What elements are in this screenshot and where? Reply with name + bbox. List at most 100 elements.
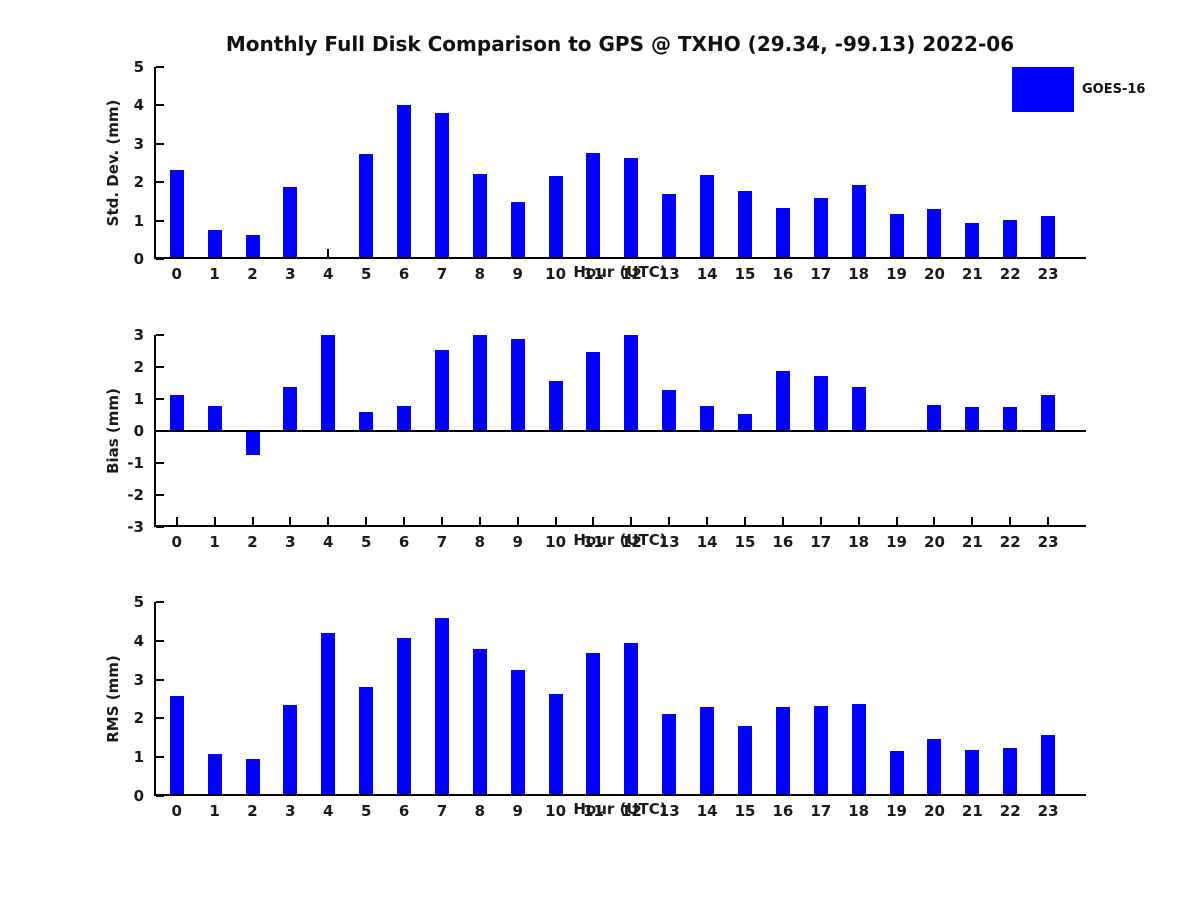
x-tick-label: 5 [360,533,372,551]
x-tick-label: 2 [247,802,258,820]
x-tick-label: 12 [620,802,642,820]
x-tick-label: 14 [696,802,718,820]
legend-swatch-goes16 [1012,67,1074,112]
x-tick [175,517,178,525]
x-tick-label: 18 [848,265,870,283]
x-tick-label: 5 [360,802,372,820]
x-tick-label: 10 [545,265,567,283]
x-tick-label: 19 [886,533,907,551]
x-tick-label: 3 [285,802,296,820]
x-tick [1009,517,1012,525]
y-tick-label: 2 [133,358,144,376]
std-dev-y-axis-label: Std. Dev. (mm) [104,99,122,227]
x-tick [365,517,368,525]
x-tick-label: 9 [512,265,523,283]
bar-hour-21 [965,222,980,259]
std-dev-x-axis-label: Hour (UTC) [573,263,667,281]
bar-hour-20 [927,209,942,259]
bar-hour-14 [700,706,715,796]
x-tick-label: 3 [285,533,296,551]
x-tick-label: 11 [583,533,604,551]
bar-hour-22 [1003,747,1018,796]
bar-hour-16 [775,371,790,431]
bar-hour-2 [245,432,260,456]
x-tick [516,517,519,525]
x-tick [554,517,557,525]
bar-hour-21 [965,407,980,431]
rms-chart: RMS (mm) 0 1 2 3 4 5 0 1 2 3 4 5 6 7 8 9 10 11 12 13 14 15 16 1… [104,593,1086,820]
y-tick-label: 0 [133,787,144,805]
x-tick-label: 6 [398,533,410,551]
bar-hour-14 [700,174,715,259]
x-tick-label: 22 [999,533,1021,551]
x-tick-label: 10 [545,802,567,820]
y-tick-label: 0 [133,422,144,440]
y-tick-label: 3 [133,326,144,344]
x-tick-label: 9 [512,802,523,820]
y-tick [156,366,164,368]
x-tick [289,517,292,525]
x-tick-label: 5 [360,265,372,283]
x-tick [857,517,860,525]
x-tick-label: 13 [658,533,680,551]
y-tick-label: 4 [133,631,144,650]
y-tick [156,258,164,260]
bar-hour-0 [169,394,184,431]
y-tick [156,494,164,496]
bar-hour-13 [662,193,677,259]
y-tick-label: 0 [133,250,144,268]
x-tick [744,517,747,525]
y-tick-label: 2 [133,709,144,728]
x-tick-label: 0 [171,265,182,283]
y-tick [156,462,164,464]
x-tick [478,517,481,525]
bar-hour-1 [207,230,222,259]
x-tick-label: 16 [772,265,794,283]
rms-y-axis-label: RMS (mm) [104,655,122,743]
x-tick [895,517,898,525]
x-tick-label: 20 [924,533,945,551]
bar-hour-5 [359,412,374,431]
bar-hour-4 [321,335,336,431]
y-tick [156,795,164,797]
bar-hour-18 [851,386,866,431]
x-tick-label: 17 [810,802,832,820]
bar-hour-15 [738,726,753,796]
bar-hour-7 [434,349,449,431]
x-tick-label: 15 [734,265,756,283]
x-tick [403,517,406,525]
y-tick-label: 3 [133,670,144,689]
x-tick-label: 8 [474,802,486,820]
x-tick-label: 16 [772,533,794,551]
x-tick-label: 19 [886,265,907,283]
x-tick [668,517,671,525]
bar-hour-2 [245,758,260,796]
bar-hour-16 [775,706,790,796]
y-tick-label: 3 [133,134,144,153]
bar-hour-20 [927,738,942,796]
bar-hour-8 [472,335,487,431]
y-tick [156,334,164,336]
bar-hour-22 [1003,219,1018,259]
bar-hour-7 [434,113,449,259]
legend-label-goes16: GOES-16 [1082,82,1146,97]
bar-hour-1 [207,754,222,796]
x-tick-label: 11 [583,802,604,820]
x-tick [781,517,784,525]
x-tick-label: 1 [209,533,220,551]
x-tick-label: 22 [999,265,1021,283]
bar-hour-6 [397,105,412,259]
y-tick-label: 5 [133,58,144,76]
bar-hour-6 [397,637,412,796]
bar-hour-14 [700,406,715,431]
x-tick-label: 11 [583,265,604,283]
y-tick [156,756,164,759]
bar-hour-12 [624,158,639,259]
bias-chart: Bias (mm) -3 -2 -1 0 1 2 3 0 1 2 3 4 5 6 7 8 9 10 11 12 13 14… [104,326,1086,551]
bar-hour-21 [965,749,980,796]
x-tick-label: 21 [961,265,983,283]
bar-hour-9 [510,338,525,431]
bar-hour-15 [738,414,753,431]
bar-hour-9 [510,669,525,796]
